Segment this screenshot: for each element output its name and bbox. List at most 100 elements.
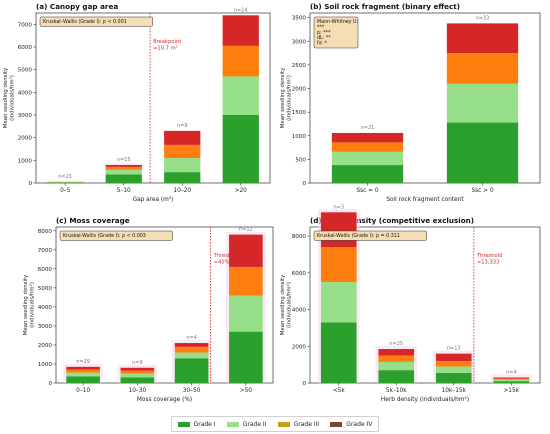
bar-segment: [493, 377, 530, 379]
bar-segment: [164, 144, 201, 159]
panel-title: (a) Canopy gap area: [36, 2, 118, 11]
bar-segment: [229, 266, 263, 296]
n-label: n=29: [76, 359, 90, 365]
x-axis-label: Herb density (individuals/hm²): [381, 396, 469, 403]
legend-item-grade-4: Grade IV: [330, 421, 372, 428]
threshold-label: ≈40%: [214, 260, 230, 266]
bar-segment: [120, 367, 155, 371]
legend-swatch: [177, 421, 190, 427]
x-tick-label: 30–50: [183, 388, 201, 394]
y-tick-label: 7000: [18, 22, 33, 28]
y-tick-label: 0: [302, 381, 306, 387]
y-tick-label: 0: [302, 181, 306, 187]
bar-segment: [378, 355, 415, 362]
stat-box-text: p: ***: [317, 30, 331, 36]
x-tick-label: >20: [235, 188, 248, 194]
bar-segment: [164, 158, 201, 173]
stat-box: [313, 16, 359, 49]
x-tick-label: 5k–10k: [386, 388, 407, 394]
stat-box: [39, 16, 153, 27]
bar-segment: [229, 234, 263, 267]
y-tick-label: 1500: [292, 110, 307, 116]
threshold-label: ≈10.7 m²: [153, 46, 178, 52]
n-label: n=4: [506, 369, 517, 375]
bar-segment: [222, 76, 259, 115]
x-tick-label: 10–30: [129, 388, 147, 394]
y-tick-label: 6000: [38, 267, 53, 273]
n-label: n=4: [186, 335, 197, 341]
bar-segment: [105, 164, 142, 167]
y-tick-label: 8000: [292, 234, 307, 240]
bar-segment: [446, 122, 519, 183]
y-tick-label: 3000: [18, 113, 33, 119]
legend-swatch: [330, 421, 343, 427]
x-tick-label: 10k–15k: [442, 388, 467, 394]
bar-segment: [493, 379, 530, 382]
bar-segment: [164, 130, 201, 145]
legend-label: Grade III: [293, 420, 320, 428]
legend-swatch: [277, 421, 290, 427]
y-axis-label: (individuals/hm²): [286, 282, 293, 328]
y-axis-label: (individuals/hm²): [29, 282, 36, 328]
bar-segment: [435, 372, 472, 383]
n-label: n=9: [132, 360, 143, 366]
stat-box-text: ***: [317, 24, 325, 30]
y-tick-label: 4000: [292, 308, 307, 314]
x-tick-label: <5k: [333, 388, 346, 394]
bar-segment: [446, 53, 519, 84]
bar-segment: [174, 358, 209, 383]
y-tick-label: 5000: [18, 68, 33, 74]
panel-title: (b) Soil rock fragment (binary effect): [310, 2, 460, 11]
y-tick-label: 4000: [18, 90, 33, 96]
bar-segment: [331, 142, 404, 152]
y-tick-label: 2000: [38, 343, 53, 349]
x-tick-label: 0–5: [60, 188, 71, 194]
legend-label: Grade IV: [346, 420, 373, 428]
axes-frame: [309, 226, 541, 384]
stat-box-text: IV: *: [317, 41, 327, 47]
bar-segment: [331, 132, 404, 143]
n-label: n=21: [361, 125, 375, 131]
y-tick-label: 0: [48, 381, 52, 387]
bar-segment: [493, 378, 530, 380]
bar-segment: [320, 212, 357, 248]
x-tick-label: 0–10: [76, 388, 90, 394]
y-tick-label: 5000: [38, 286, 53, 292]
bar-segment: [222, 115, 259, 183]
stat-box-text: Kruskal-Wallis (Grade I): p < 0.003: [63, 233, 146, 239]
y-tick-label: 3000: [292, 39, 307, 45]
x-tick-label: Ssc > 0: [471, 188, 493, 194]
legend-item-grade-3: Grade III: [277, 420, 320, 428]
bar-segment: [435, 366, 472, 373]
bar-segment: [174, 343, 209, 347]
bar-segment: [174, 352, 209, 359]
y-axis-label: (individuals/hm²): [9, 75, 16, 121]
n-label: n=21: [58, 174, 72, 180]
y-tick-label: 2500: [292, 63, 307, 69]
y-axis-label: Mean seedling density: [3, 67, 9, 128]
x-axis-label: Gap area (m²): [133, 196, 174, 203]
bar-segment: [120, 370, 155, 374]
legend-label: Grade II: [242, 420, 267, 428]
bar-segment: [320, 247, 357, 283]
panel-title: (c) Moss coverage: [56, 216, 130, 225]
bar-segment: [66, 369, 100, 373]
x-tick-label: Ssc = 0: [356, 188, 378, 194]
bar-segment: [66, 366, 100, 370]
bar-segment: [378, 349, 415, 356]
y-tick-label: 3500: [292, 16, 307, 22]
y-tick-label: 7000: [38, 248, 53, 254]
bar-segment: [120, 373, 155, 378]
bar-segment: [120, 377, 155, 383]
bar-segment: [320, 322, 357, 383]
legend-item-grade-1: Grade I: [177, 421, 216, 428]
bar-segment: [222, 45, 259, 77]
bar-segment: [331, 151, 404, 166]
x-tick-label: >15k: [503, 388, 519, 394]
threshold-label: Threshold: [476, 253, 503, 259]
bar-segment: [174, 346, 209, 353]
x-tick-label: 10–20: [173, 188, 191, 194]
y-tick-label: 2000: [292, 87, 307, 93]
y-tick-label: 3000: [38, 324, 53, 330]
